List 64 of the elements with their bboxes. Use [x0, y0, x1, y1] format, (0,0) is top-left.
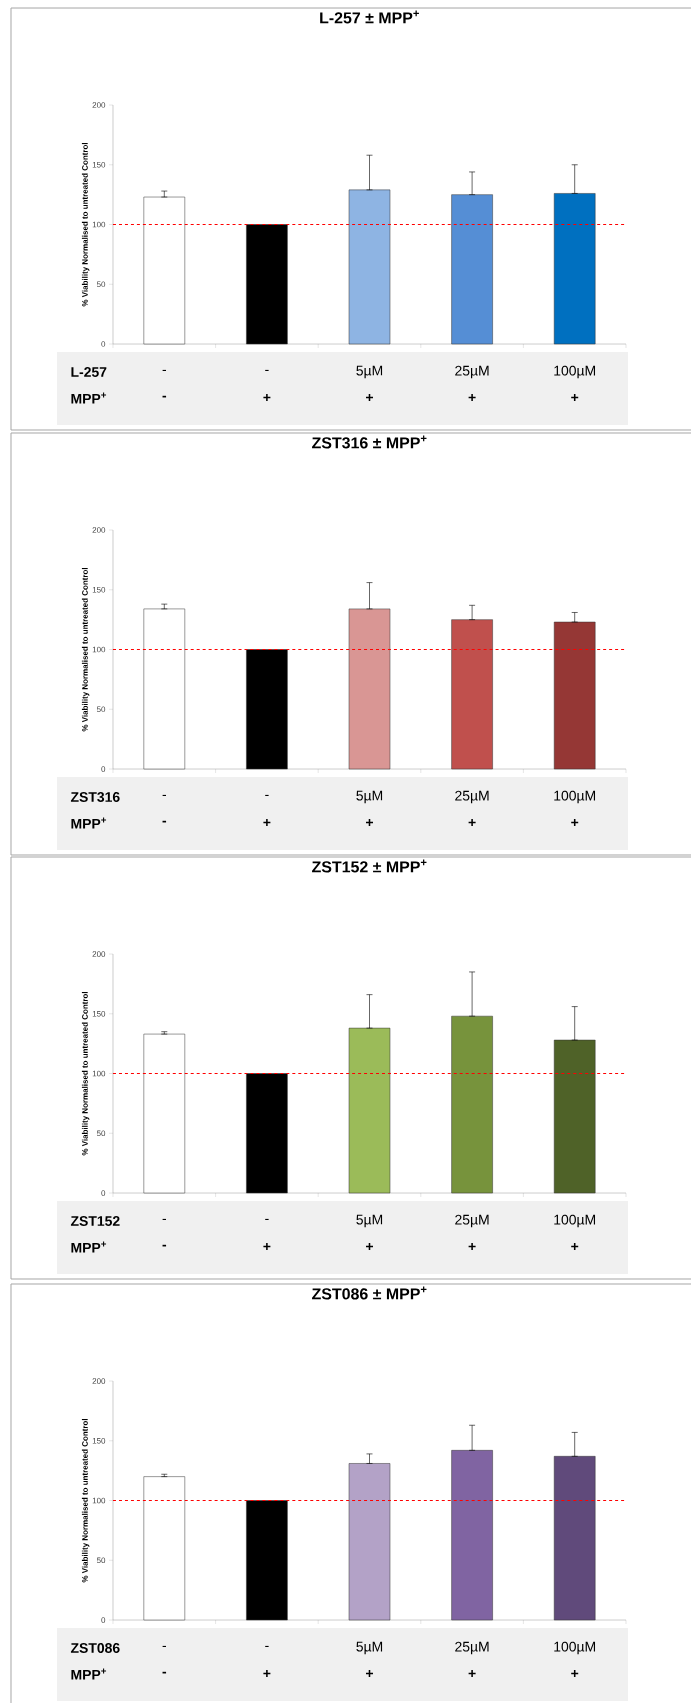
x-tick-label: 100µM: [554, 1641, 596, 1655]
bar: [143, 1476, 186, 1621]
text: +: [468, 393, 476, 402]
text: MPP$^{+}$: [71, 392, 107, 404]
x-tick-label: 25µM: [455, 790, 489, 804]
bar: [246, 1073, 288, 1194]
text: -: [162, 1244, 167, 1247]
text: +: [366, 1242, 374, 1251]
x-tick-label: 5µM: [356, 790, 383, 804]
bar: [553, 621, 596, 770]
bar: [451, 194, 493, 345]
text: +: [263, 818, 271, 827]
text: -: [162, 395, 167, 398]
bar: [553, 1039, 596, 1194]
chart-title: L-257 ± MPP$^{+}$: [320, 10, 419, 24]
bar: [451, 1015, 493, 1194]
x-tick-label: 100µM: [554, 1214, 596, 1228]
x-tick-label: 25µM: [455, 365, 489, 379]
bar: [348, 1027, 391, 1194]
chart-title: ZST152 ± MPP$^{+}$: [312, 859, 427, 873]
bar: [348, 189, 391, 345]
x-tick-label: 25µM: [455, 1214, 489, 1228]
bar: [553, 193, 596, 345]
text: -: [162, 820, 167, 823]
x-tick-label: 100µM: [554, 365, 596, 379]
text: +: [571, 1669, 579, 1678]
text: L-257: [71, 367, 107, 377]
text: MPP$^{+}$: [71, 1241, 107, 1253]
text: +: [263, 393, 271, 402]
x-tick-label: 100µM: [554, 790, 596, 804]
text: +: [468, 1242, 476, 1251]
x-tick-label: 5µM: [356, 365, 383, 379]
bar: [246, 649, 288, 770]
text: +: [366, 1669, 374, 1678]
chart-title: ZST316 ± MPP$^{+}$: [312, 435, 427, 449]
text: +: [571, 393, 579, 402]
text: +: [263, 1669, 271, 1678]
x-tick-label: 25µM: [455, 1641, 489, 1655]
bar: [246, 224, 288, 345]
bar: [348, 608, 391, 770]
text: ZST152: [70, 1216, 120, 1226]
text: ZST086: [70, 1643, 120, 1653]
x-tick-label: 5µM: [356, 1214, 383, 1228]
bar: [143, 608, 186, 770]
bar: [553, 1456, 596, 1621]
bar: [348, 1463, 391, 1621]
text: +: [468, 818, 476, 827]
text: ZST316: [70, 792, 120, 802]
text: -: [162, 1671, 167, 1674]
bar: [246, 1500, 288, 1621]
text: +: [571, 818, 579, 827]
text: MPP$^{+}$: [71, 817, 107, 829]
text: +: [263, 1242, 271, 1251]
bar: [451, 619, 493, 770]
text: +: [366, 393, 374, 402]
text: +: [468, 1669, 476, 1678]
bar: [451, 1450, 493, 1621]
text: +: [571, 1242, 579, 1251]
text: +: [366, 818, 374, 827]
bar: [143, 1033, 186, 1194]
bar: [143, 196, 186, 345]
x-tick-label: 5µM: [356, 1641, 383, 1655]
chart-title: ZST086 ± MPP$^{+}$: [312, 1286, 427, 1300]
text: MPP$^{+}$: [71, 1668, 107, 1680]
